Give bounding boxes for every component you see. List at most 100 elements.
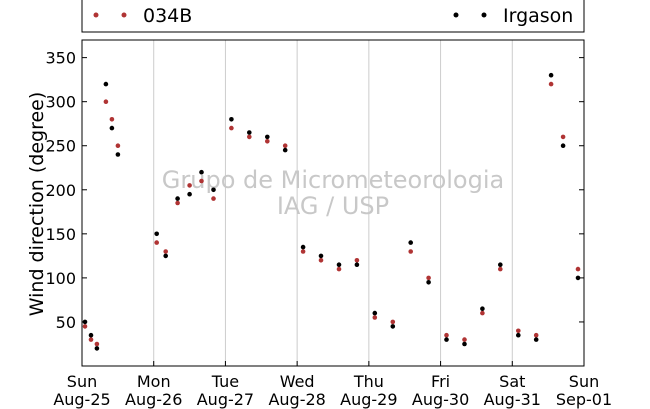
data-point-irgason	[187, 191, 192, 197]
watermark: Grupo de Micrometeorologia IAG / USP	[162, 166, 504, 220]
data-point-034b	[163, 249, 168, 254]
watermark-line-1: Grupo de Micrometeorologia	[162, 166, 504, 194]
x-tick-label-date: Aug-29	[340, 390, 397, 409]
data-point-034b	[211, 196, 216, 201]
data-point-irgason	[300, 244, 306, 250]
data-point-irgason	[211, 187, 216, 193]
data-point-irgason	[109, 125, 115, 131]
data-point-irgason	[372, 310, 378, 316]
data-point-034b	[533, 332, 539, 338]
data-point-irgason	[480, 306, 485, 312]
data-point-034b	[354, 258, 360, 263]
data-point-034b	[480, 310, 485, 316]
data-point-irgason	[575, 275, 581, 281]
x-tick-label-day: Sun	[67, 372, 97, 391]
y-tick-label: 250	[45, 137, 76, 156]
data-point-irgason	[462, 341, 467, 347]
data-point-irgason	[318, 253, 324, 259]
y-tick-label: 100	[45, 269, 76, 288]
data-point-irgason	[533, 337, 539, 342]
x-tick-label-date: Sep-01	[556, 390, 612, 409]
data-point-034b	[199, 178, 204, 184]
data-point-irgason	[390, 324, 396, 329]
data-point-034b	[115, 143, 121, 148]
data-point-034b	[282, 143, 288, 148]
y-tick-label: 350	[45, 49, 76, 68]
x-tick-label-date: Aug-28	[268, 390, 325, 409]
x-tick-label-day: Tue	[211, 372, 239, 391]
data-point-034b	[300, 249, 306, 254]
y-tick-label: 150	[45, 225, 76, 244]
data-point-034b	[265, 139, 270, 144]
data-point-irgason	[336, 262, 342, 268]
data-point-irgason	[444, 337, 449, 342]
data-point-irgason	[94, 346, 100, 351]
data-point-irgason	[199, 169, 204, 175]
data-point-034b	[408, 249, 414, 254]
legend-label-irgason: Irgason	[503, 5, 573, 27]
data-point-034b	[187, 183, 192, 188]
data-point-034b	[88, 337, 94, 342]
legend-marker-irgason	[453, 12, 459, 18]
data-point-034b	[516, 328, 521, 334]
data-point-irgason	[408, 240, 414, 245]
x-tick-label-date: Aug-26	[125, 390, 182, 409]
data-point-034b	[575, 266, 581, 272]
x-tick-label-date: Aug-31	[484, 390, 541, 409]
data-point-034b	[426, 275, 431, 281]
data-point-034b	[94, 341, 100, 347]
data-points	[82, 72, 581, 351]
data-point-irgason	[560, 143, 566, 148]
data-point-034b	[498, 266, 503, 272]
data-point-034b	[336, 266, 342, 272]
data-point-034b	[390, 319, 396, 325]
grid-lines	[153, 40, 513, 366]
data-point-irgason	[154, 231, 159, 237]
x-tick-label-date: Aug-25	[53, 390, 110, 409]
data-point-034b	[229, 125, 234, 131]
data-point-irgason	[354, 262, 360, 268]
legend-entry-irgason: Irgason	[453, 5, 573, 27]
x-tick-label-day: Mon	[137, 372, 171, 391]
legend-marker-034b	[93, 12, 99, 18]
data-point-irgason	[115, 152, 121, 157]
x-tick-label-day: Fri	[431, 372, 450, 391]
x-tick-label-day: Thu	[353, 372, 384, 391]
x-tick-label-date: Aug-30	[412, 390, 469, 409]
x-tick-label-day: Sat	[499, 372, 525, 391]
data-point-034b	[154, 240, 159, 245]
plot-frame	[81, 39, 585, 367]
x-tick-label-date: Aug-27	[197, 390, 254, 409]
data-point-034b	[372, 315, 378, 320]
data-point-034b	[548, 81, 554, 87]
y-axis-label: Wind direction (degree)	[26, 92, 48, 317]
data-point-irgason	[88, 332, 94, 338]
x-tick-label-day: Sun	[569, 372, 599, 391]
data-point-irgason	[175, 196, 180, 201]
data-point-irgason	[229, 117, 234, 122]
data-point-irgason	[265, 134, 270, 140]
y-tick-label: 300	[45, 93, 76, 112]
data-point-034b	[82, 324, 88, 329]
legend-marker-irgason	[481, 12, 487, 18]
y-tick-label: 200	[45, 181, 76, 200]
y-axis: 50 100 150 200 250 300 350	[45, 49, 584, 332]
data-point-irgason	[516, 332, 521, 338]
data-point-034b	[560, 134, 566, 140]
legend-entry-034b: 034B	[93, 5, 192, 27]
data-point-irgason	[103, 81, 109, 87]
data-point-irgason	[498, 262, 503, 268]
data-point-irgason	[247, 130, 252, 135]
x-tick-label-day: Wed	[280, 372, 315, 391]
data-point-034b	[247, 134, 252, 140]
data-point-034b	[175, 200, 180, 206]
data-point-irgason	[548, 72, 554, 78]
legend-label-034b: 034B	[143, 5, 192, 27]
legend-box	[81, 0, 585, 33]
data-point-034b	[462, 337, 467, 342]
data-point-irgason	[163, 253, 168, 259]
data-point-034b	[318, 258, 324, 263]
data-point-irgason	[282, 147, 288, 153]
data-point-034b	[109, 117, 115, 122]
